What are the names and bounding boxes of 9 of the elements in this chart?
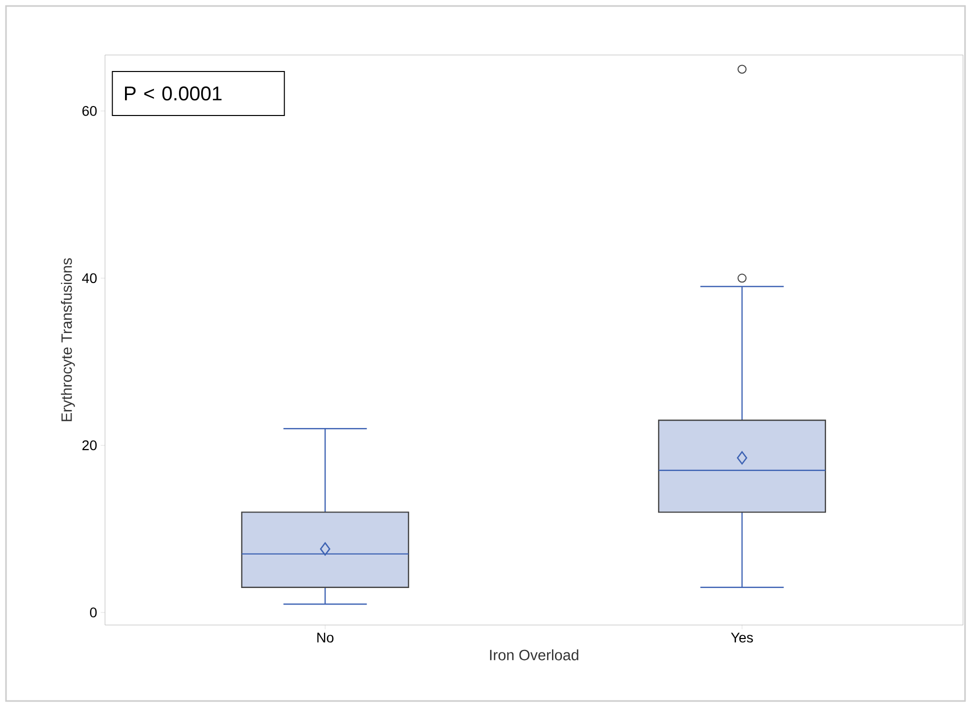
y-tick-label: 40 (82, 273, 97, 284)
y-tick-label: 20 (82, 440, 97, 450)
x-tick-label: Yes (730, 632, 753, 643)
x-tick-label: No (317, 632, 334, 643)
y-tick-label: 0 (90, 608, 97, 618)
y-axis-title: Erythrocyte Transfusions (60, 258, 75, 422)
annotation: P < 0.0001 (125, 86, 222, 100)
x-axis-title: Iron Overload (490, 649, 578, 660)
y-tick-label: 60 (82, 106, 97, 116)
